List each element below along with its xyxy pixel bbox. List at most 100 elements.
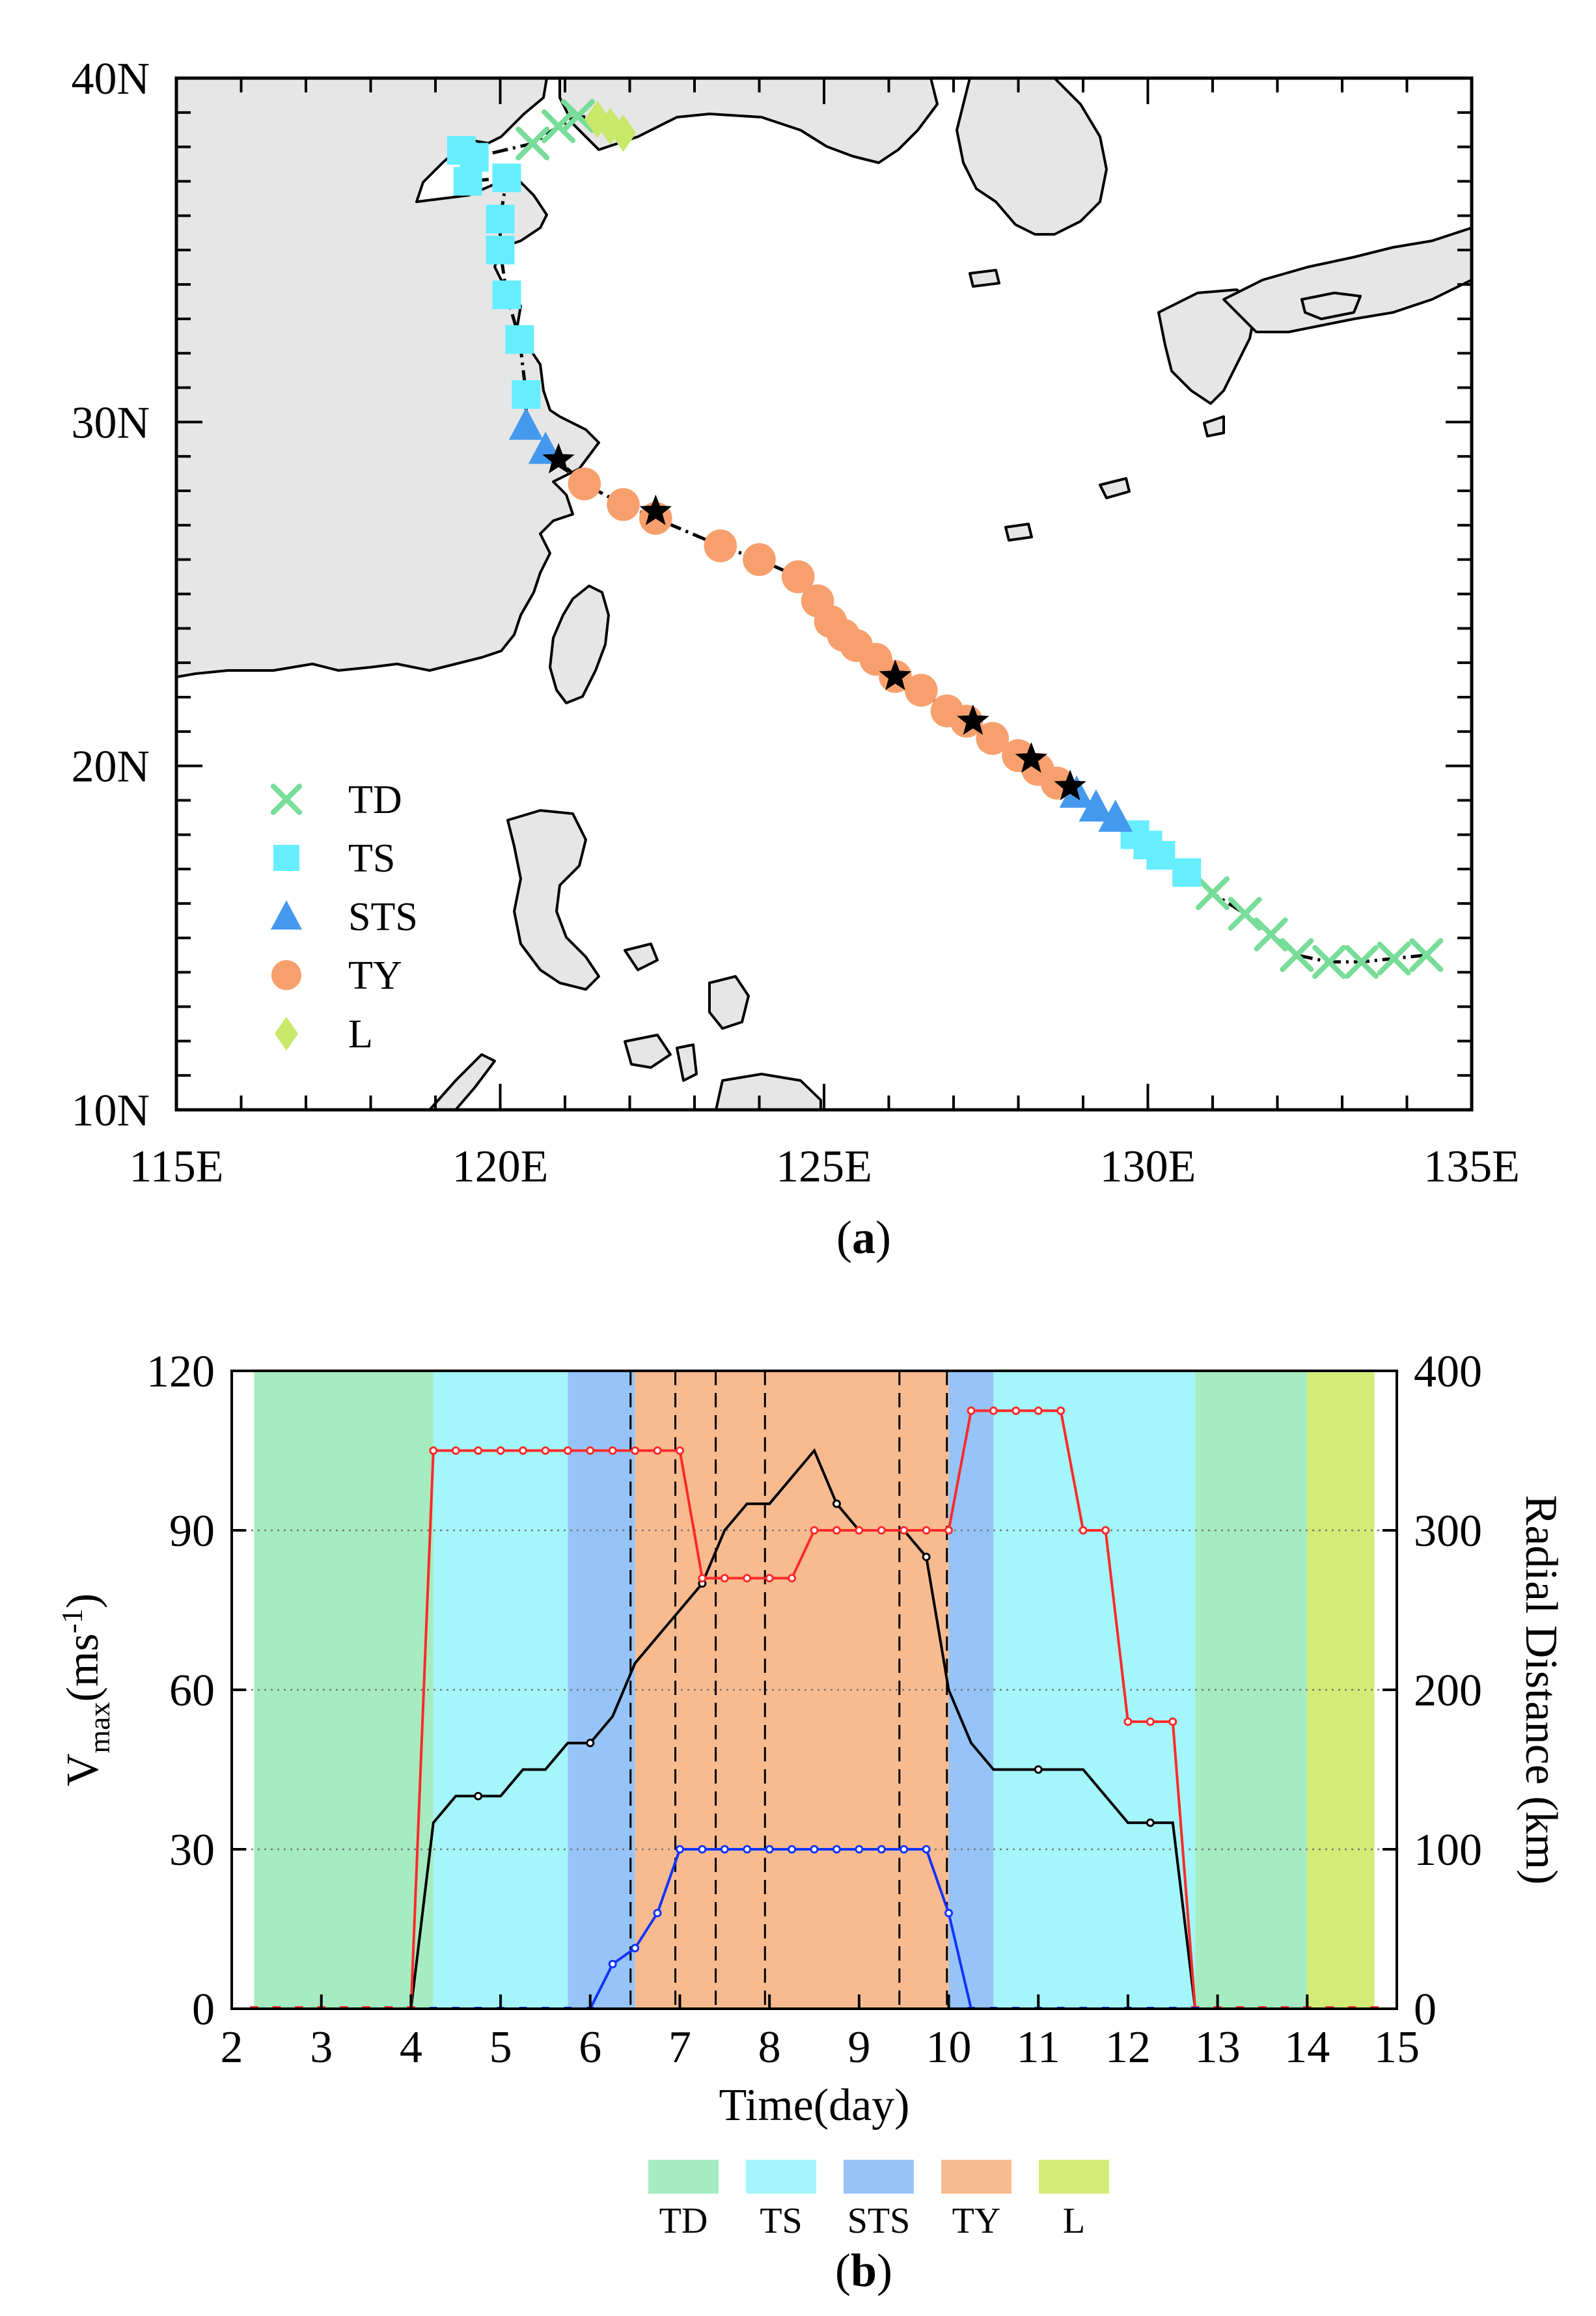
series-1-point-13	[541, 1446, 550, 1455]
phase-band-sts-4	[948, 1371, 994, 2009]
x-tick-label-13: 13	[1195, 2022, 1241, 2073]
legend-a-label-ts: TS	[348, 836, 395, 881]
track-stars	[542, 443, 1086, 801]
track-point-td-7-stroke-2	[1196, 876, 1230, 911]
series-2-point-15	[765, 1845, 774, 1854]
track-point-td-47	[560, 99, 595, 133]
series-line-0	[409, 1448, 1197, 2009]
track-point-td-46-stroke-2	[542, 109, 576, 143]
series-1-point-25	[810, 1526, 819, 1535]
track-point-td-5-stroke-2	[1254, 917, 1288, 952]
phase-band-ts-5	[993, 1371, 1196, 2009]
series-2-point-19	[855, 1845, 864, 1854]
track-point-td-0	[1409, 938, 1444, 972]
track-point-ty-20	[930, 694, 964, 728]
track-point-td-1-stroke-2	[1377, 941, 1411, 976]
legend-a: TD TS STS TY L	[271, 778, 418, 1056]
y2-tick-label-200: 200	[1414, 1666, 1482, 1716]
legend-b-swatch-ty	[941, 2160, 1011, 2194]
track-point-td-3	[1312, 944, 1347, 979]
track-star-4	[1015, 742, 1048, 773]
series-2-point-20	[877, 1845, 886, 1854]
legend-b-swatch-ts	[746, 2160, 816, 2194]
track-point-sts-12	[1098, 799, 1133, 832]
y-label-sub: max	[83, 1702, 116, 1753]
series-2-point-12	[698, 1845, 707, 1854]
legend-b-swatch-td	[648, 2160, 719, 2194]
land-palawan	[428, 1053, 496, 1110]
panel-letter-a: a	[852, 1211, 875, 1263]
track-star-2	[879, 659, 912, 691]
x-tick-label-12: 12	[1105, 2022, 1151, 2073]
legend-b: TD TS STS TY L	[648, 2160, 1109, 2241]
x-tick-label-7: 7	[668, 2022, 691, 2073]
land-mindanao	[715, 1073, 822, 1110]
series-1-point-15	[586, 1446, 595, 1455]
panel-b-timeseries: 2 3 4 5 6 7 8 9 10 11 12 13 14 1503060901200100200300…	[55, 1347, 1566, 2296]
series-2-point-9	[631, 1944, 640, 1953]
x-tick-label-14: 14	[1284, 2022, 1330, 2073]
legend-a-label-l: L	[348, 1012, 373, 1056]
y-label-sup: -1	[55, 1608, 89, 1633]
track-star-5	[1054, 769, 1086, 801]
series-1-point-26	[832, 1526, 841, 1535]
series-0-marker-5	[1034, 1765, 1043, 1774]
series-0-marker-0	[474, 1791, 483, 1800]
track-point-ty-18	[976, 722, 1009, 755]
land-negros	[676, 1043, 698, 1082]
track-point-sts-35	[508, 407, 543, 440]
legend-a-label-ty: TY	[348, 954, 402, 998]
series-2-point-8	[608, 1959, 617, 1968]
series-2-point-10	[653, 1909, 662, 1918]
map-ticks: 115E 120E 125E 130E 135E 10N 20N 30N 40N	[71, 54, 1519, 1192]
track-point-ty-33	[568, 467, 601, 501]
legend-b-label-l: L	[1063, 2201, 1085, 2241]
legend-a-marker-ts	[273, 845, 299, 871]
series-1-point-21	[720, 1574, 729, 1582]
series-1-point-39	[1123, 1717, 1133, 1726]
track-point-td-4	[1280, 938, 1314, 972]
series-1-point-19	[675, 1446, 684, 1455]
land-kyushu	[1157, 288, 1258, 405]
series-1-point-14	[563, 1446, 572, 1455]
map-x-tick-label-120: 120E	[452, 1142, 549, 1192]
grid-lines	[232, 1529, 1397, 1851]
series-2-point-23	[944, 1909, 954, 1918]
series-1-point-32	[967, 1406, 976, 1415]
legend-a-label-sts: STS	[348, 895, 418, 939]
track-point-ty-28	[781, 560, 815, 594]
track-point-ts-37	[505, 325, 534, 354]
y-label-main: V	[58, 1754, 108, 1787]
series-1-point-22	[743, 1574, 752, 1582]
map-x-tick-label-130: 130E	[1100, 1142, 1196, 1192]
series-1-point-23	[765, 1574, 774, 1582]
map-x-tick-label-125: 125E	[776, 1142, 872, 1192]
track-point-td-47-stroke-2	[560, 99, 595, 133]
track-point-td-6-stroke-2	[1228, 896, 1262, 931]
series-2-point-13	[720, 1845, 729, 1854]
map-y-tick-label-20: 20N	[71, 742, 150, 792]
legend-b-label-ts: TS	[760, 2201, 802, 2241]
series-1-point-16	[608, 1446, 617, 1455]
series-1-point-33	[989, 1406, 998, 1415]
land-taiwan	[549, 585, 610, 704]
land-ryukyu-2	[1099, 477, 1131, 499]
track-point-ts-36	[512, 380, 541, 409]
track-point-td-2	[1344, 944, 1379, 979]
track-markers	[447, 99, 1444, 979]
land-samar	[708, 975, 750, 1030]
series-1-point-34	[1011, 1406, 1021, 1415]
legend-a-label-td: TD	[348, 778, 402, 822]
series-1-point-27	[855, 1526, 864, 1535]
panel-letter-b: b	[851, 2244, 877, 2296]
land-korea	[956, 78, 1108, 236]
x-tick-label-15: 15	[1374, 2022, 1420, 2073]
y2-tick-label-0: 0	[1414, 1985, 1437, 2035]
y-tick-label-60: 60	[169, 1666, 215, 1716]
series-1-point-30	[922, 1526, 931, 1535]
series-1-point-40	[1146, 1717, 1155, 1726]
legend-b-label-sts: STS	[847, 2201, 911, 2241]
track-star-0	[542, 443, 575, 474]
series-1-point-9	[451, 1446, 460, 1455]
y2-tick-label-100: 100	[1414, 1825, 1482, 1875]
